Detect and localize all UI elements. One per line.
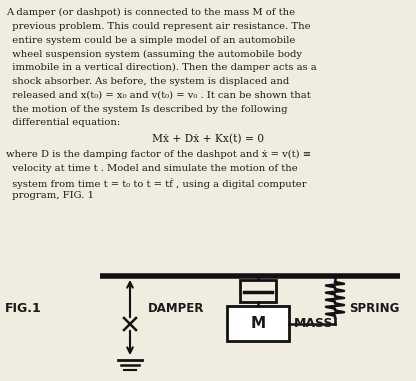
Text: previous problem. This could represent air resistance. The: previous problem. This could represent a…: [6, 22, 311, 31]
Text: DAMPER: DAMPER: [148, 301, 204, 314]
Bar: [227, 306, 289, 341]
Text: differential equation:: differential equation:: [6, 118, 120, 127]
Text: shock absorber. As before, the system is displaced and: shock absorber. As before, the system is…: [6, 77, 289, 86]
Text: the motion of the system Is described by the following: the motion of the system Is described by…: [6, 105, 287, 114]
Text: FIG.1: FIG.1: [5, 301, 42, 314]
Text: immobile in a vertical direction). Then the damper acts as a: immobile in a vertical direction). Then …: [6, 63, 317, 72]
Text: released and x(t₀) = x₀ and v(t₀) = v₀ . It can be shown that: released and x(t₀) = x₀ and v(t₀) = v₀ .…: [6, 91, 311, 100]
Text: MASS: MASS: [294, 317, 334, 330]
Text: Mẋ + Dẋ + Kx(t) = 0: Mẋ + Dẋ + Kx(t) = 0: [152, 134, 264, 144]
Text: velocity at time t . Model and simulate the motion of the: velocity at time t . Model and simulate …: [6, 164, 298, 173]
Text: A damper (or dashpot) is connected to the mass M of the: A damper (or dashpot) is connected to th…: [6, 8, 295, 17]
Text: SPRING: SPRING: [349, 301, 399, 314]
Text: system from time t = t₀ to t = tḟ , using a digital computer: system from time t = t₀ to t = tḟ , usin…: [6, 178, 307, 189]
Text: wheel suspension system (assuming the automobile body: wheel suspension system (assuming the au…: [6, 50, 302, 59]
Bar: [240, 280, 276, 302]
Text: M: M: [250, 316, 265, 331]
Text: entire system could be a simple model of an automobile: entire system could be a simple model of…: [6, 35, 295, 45]
Text: program, FIG. 1: program, FIG. 1: [6, 191, 94, 200]
Text: where D is the damping factor of the dashpot and ẋ = v(t) ≡: where D is the damping factor of the das…: [6, 150, 311, 159]
